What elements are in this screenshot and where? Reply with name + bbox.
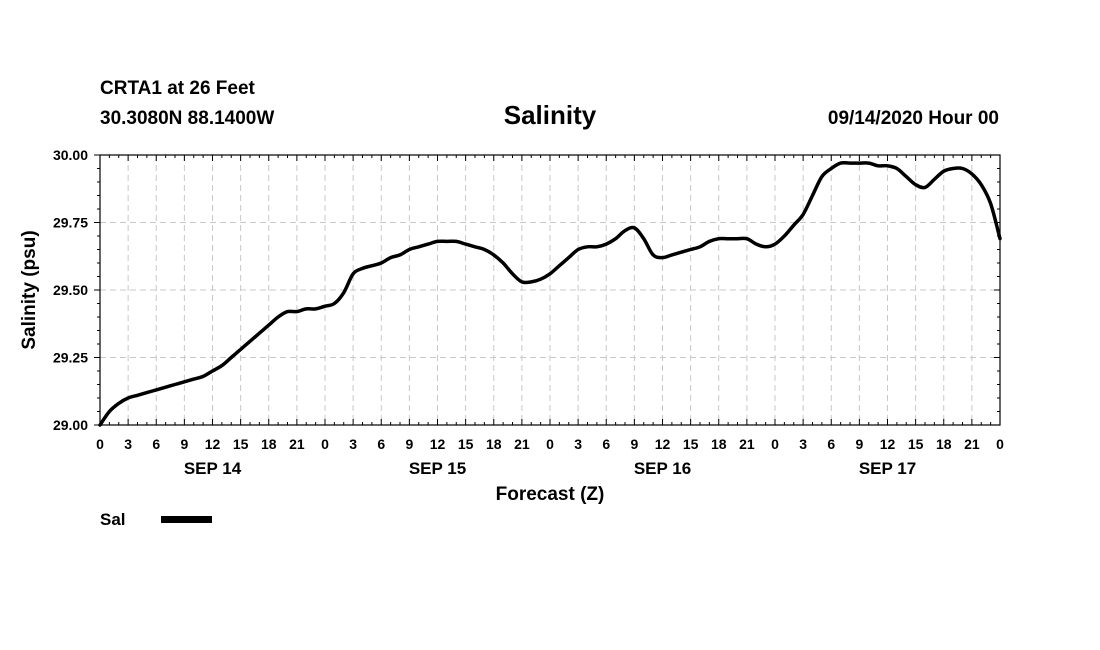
x-tick-label: 6 [602,436,610,452]
x-tick-labels: 0 3 6 9 12 15 18 21 0 3 6 9 12 15 18 21 0 3 6 9 12 15 18 21 0 3 6 9… [96,436,1004,452]
x-tick-label: 9 [855,436,863,452]
x-tick-label: 3 [799,436,807,452]
y-axis-title: Salinity (psu) [19,230,40,349]
day-label: SEP 14 [184,459,242,478]
x-axis-title: Forecast (Z) [496,484,605,505]
x-tick-label: 21 [739,436,755,452]
day-label: SEP 15 [409,459,466,478]
x-tick-label: 18 [486,436,502,452]
x-tick-label: 15 [233,436,249,452]
datetime-label: 09/14/2020 Hour 00 [828,108,999,129]
series-line-sal [98,160,1002,427]
day-labels: SEP 14 SEP 15 SEP 16 SEP 17 [184,459,916,478]
day-label: SEP 16 [634,459,691,478]
x-tick-label: 21 [514,436,530,452]
x-tick-label: 12 [205,436,221,452]
x-tick-label: 6 [152,436,160,452]
series-layer [98,160,1002,427]
x-tick-label: 0 [996,436,1004,452]
legend-label: Sal [100,510,126,529]
x-tick-label: 9 [405,436,413,452]
x-tick-label: 12 [430,436,446,452]
y-tick-label: 30.00 [53,147,88,163]
x-tick-label: 0 [771,436,779,452]
legend-swatch [161,516,212,523]
x-tick-label: 21 [964,436,980,452]
location-label: 30.3080N 88.1400W [100,108,274,129]
x-tick-label: 15 [908,436,924,452]
x-tick-label: 0 [96,436,104,452]
y-tick-label: 29.00 [53,417,88,433]
x-tick-label: 3 [124,436,132,452]
grid-lines [100,155,1000,425]
station-label: CRTA1 at 26 Feet [100,78,256,99]
x-tick-label: 18 [936,436,952,452]
x-tick-label: 9 [180,436,188,452]
chart-title: Salinity [504,100,597,130]
x-tick-label: 12 [655,436,671,452]
y-tick-label: 29.50 [53,282,88,298]
x-tick-label: 0 [546,436,554,452]
x-tick-label: 3 [349,436,357,452]
x-tick-label: 18 [261,436,277,452]
x-tick-label: 21 [289,436,305,452]
x-tick-label: 6 [377,436,385,452]
x-tick-label: 18 [711,436,727,452]
x-tick-label: 9 [630,436,638,452]
x-tick-label: 15 [458,436,474,452]
y-tick-label: 29.75 [53,215,88,231]
x-tick-label: 0 [321,436,329,452]
y-tick-labels: 29.00 29.25 29.50 29.75 30.00 [53,147,88,433]
x-tick-label: 12 [880,436,896,452]
legend: Sal [100,510,212,529]
plot-frame [99,154,1001,426]
x-tick-label: 15 [683,436,699,452]
day-label: SEP 17 [859,459,916,478]
y-tick-label: 29.25 [53,350,88,366]
x-tick-label: 3 [574,436,582,452]
x-tick-label: 6 [827,436,835,452]
